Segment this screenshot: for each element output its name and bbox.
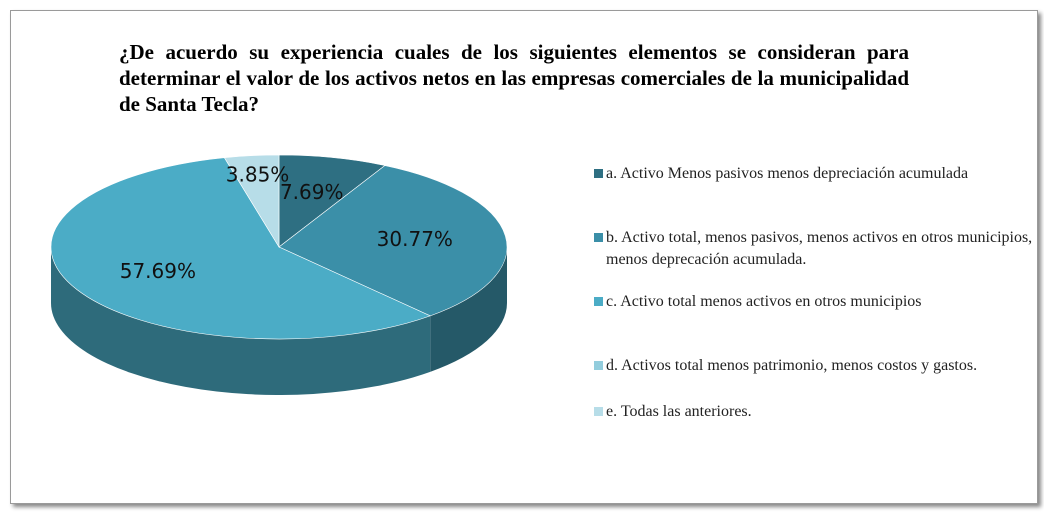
pie-slice: [50, 157, 432, 340]
pie-slice: [278, 154, 386, 248]
legend-item: a. Activo Menos pasivos menos depreciaci…: [594, 163, 1037, 185]
legend-item: d. Activos total menos patrimonio, menos…: [594, 355, 1037, 377]
legend-swatch: [594, 407, 603, 416]
legend-swatch: [594, 169, 603, 178]
legend-label: d. Activos total menos patrimonio, menos…: [606, 357, 978, 374]
legend-item: b. Activo total, menos pasivos, menos ac…: [594, 227, 1037, 271]
legend-label: c. Activo total menos activos en otros m…: [606, 293, 922, 310]
chart-title: ¿De acuerdo su experiencia cuales de los…: [119, 40, 909, 116]
legend-item: e. Todas las anteriores.: [594, 401, 1037, 423]
pie-slice-side: [430, 247, 507, 372]
legend-label: b. Activo total, menos pasivos, menos ac…: [606, 229, 1033, 268]
pie-slice: [223, 154, 280, 249]
data-label: 30.77%: [377, 227, 453, 251]
data-label: 7.69%: [280, 180, 344, 204]
legend-swatch: [594, 233, 603, 242]
data-label: 57.69%: [120, 259, 196, 283]
chart-frame: ¿De acuerdo su experiencia cuales de los…: [10, 10, 1038, 504]
legend-swatch: [594, 297, 603, 306]
legend-item: c. Activo total menos activos en otros m…: [594, 291, 1037, 313]
pie-slice: [278, 165, 508, 317]
data-label: 3.85%: [226, 162, 290, 186]
pie-slice-side: [51, 247, 431, 395]
legend-label: a. Activo Menos pasivos menos depreciaci…: [606, 165, 969, 182]
legend-label: e. Todas las anteriores.: [606, 403, 752, 420]
pie-area: 7.69% 30.77% 57.69% 3.85%: [50, 154, 508, 395]
legend-swatch: [594, 361, 603, 370]
